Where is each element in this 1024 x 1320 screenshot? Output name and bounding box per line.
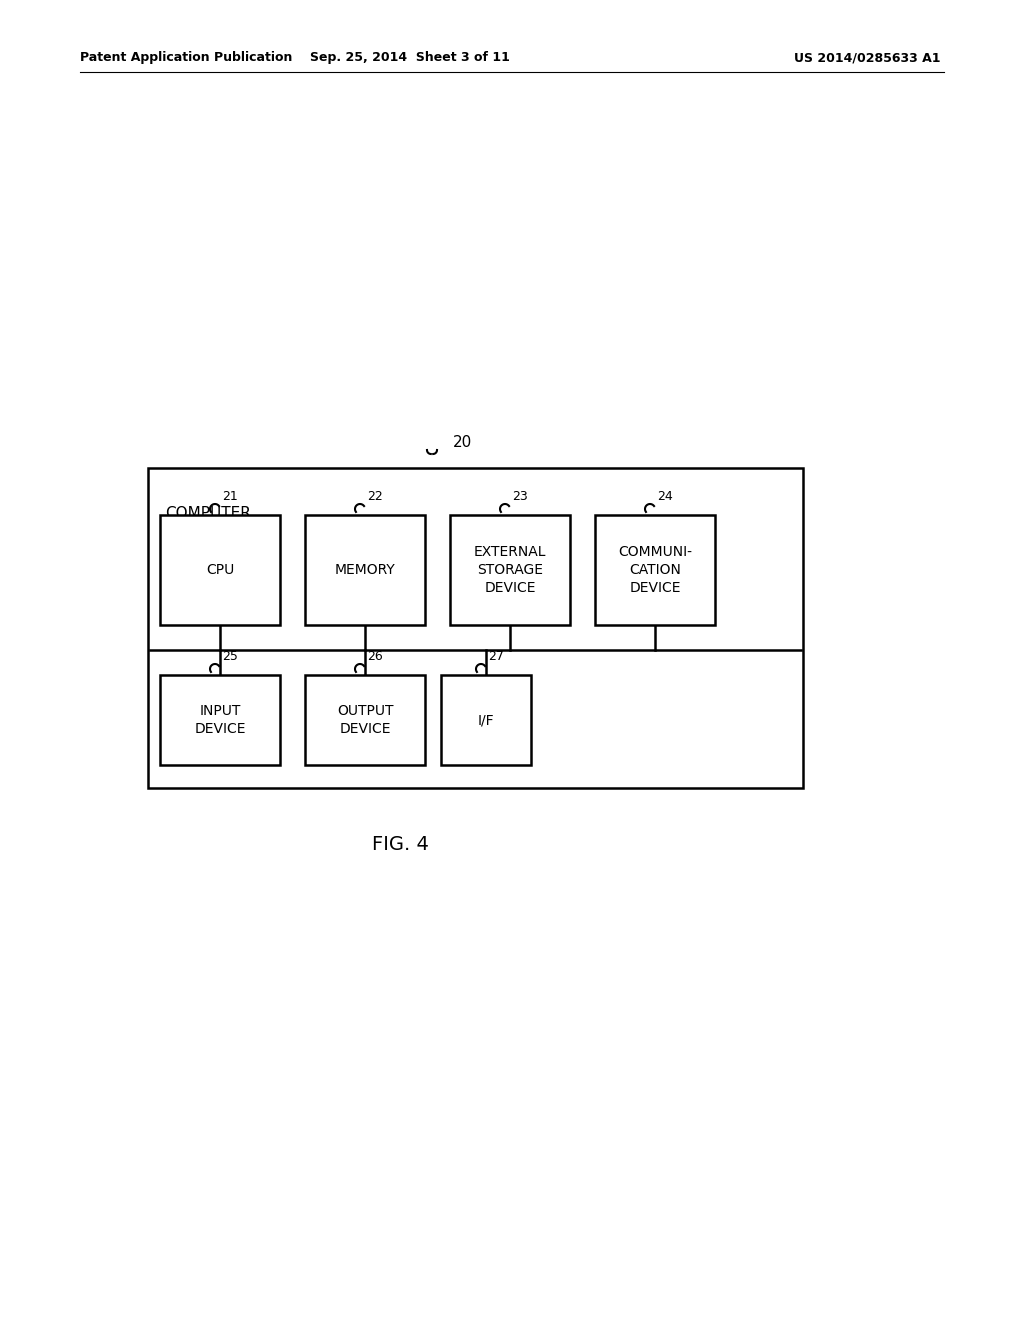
Text: US 2014/0285633 A1: US 2014/0285633 A1 (794, 51, 940, 65)
Text: Patent Application Publication: Patent Application Publication (80, 51, 293, 65)
Text: I/F: I/F (477, 713, 495, 727)
Text: 24: 24 (657, 490, 673, 503)
Bar (305, 515, 425, 624)
Text: CPU: CPU (206, 564, 234, 577)
Text: 21: 21 (222, 490, 238, 503)
Text: COMMUNI-
CATION
DEVICE: COMMUNI- CATION DEVICE (618, 545, 692, 595)
Text: OUTPUT
DEVICE: OUTPUT DEVICE (337, 704, 393, 737)
Text: 23: 23 (512, 490, 527, 503)
Text: 22: 22 (367, 490, 383, 503)
Text: FIG. 4: FIG. 4 (372, 836, 428, 854)
Text: EXTERNAL
STORAGE
DEVICE: EXTERNAL STORAGE DEVICE (474, 545, 546, 595)
Bar (148, 469, 803, 788)
Text: 26: 26 (367, 649, 383, 663)
Bar (450, 515, 570, 624)
Bar (160, 675, 280, 766)
Text: 25: 25 (222, 649, 238, 663)
Text: 20: 20 (453, 436, 472, 450)
Bar (160, 515, 280, 624)
Bar (305, 675, 425, 766)
Text: 27: 27 (488, 649, 504, 663)
Text: MEMORY: MEMORY (335, 564, 395, 577)
Bar (595, 515, 715, 624)
Text: INPUT
DEVICE: INPUT DEVICE (195, 704, 246, 737)
Text: Sep. 25, 2014  Sheet 3 of 11: Sep. 25, 2014 Sheet 3 of 11 (310, 51, 510, 65)
Bar (441, 675, 531, 766)
Text: COMPUTER: COMPUTER (165, 506, 251, 521)
